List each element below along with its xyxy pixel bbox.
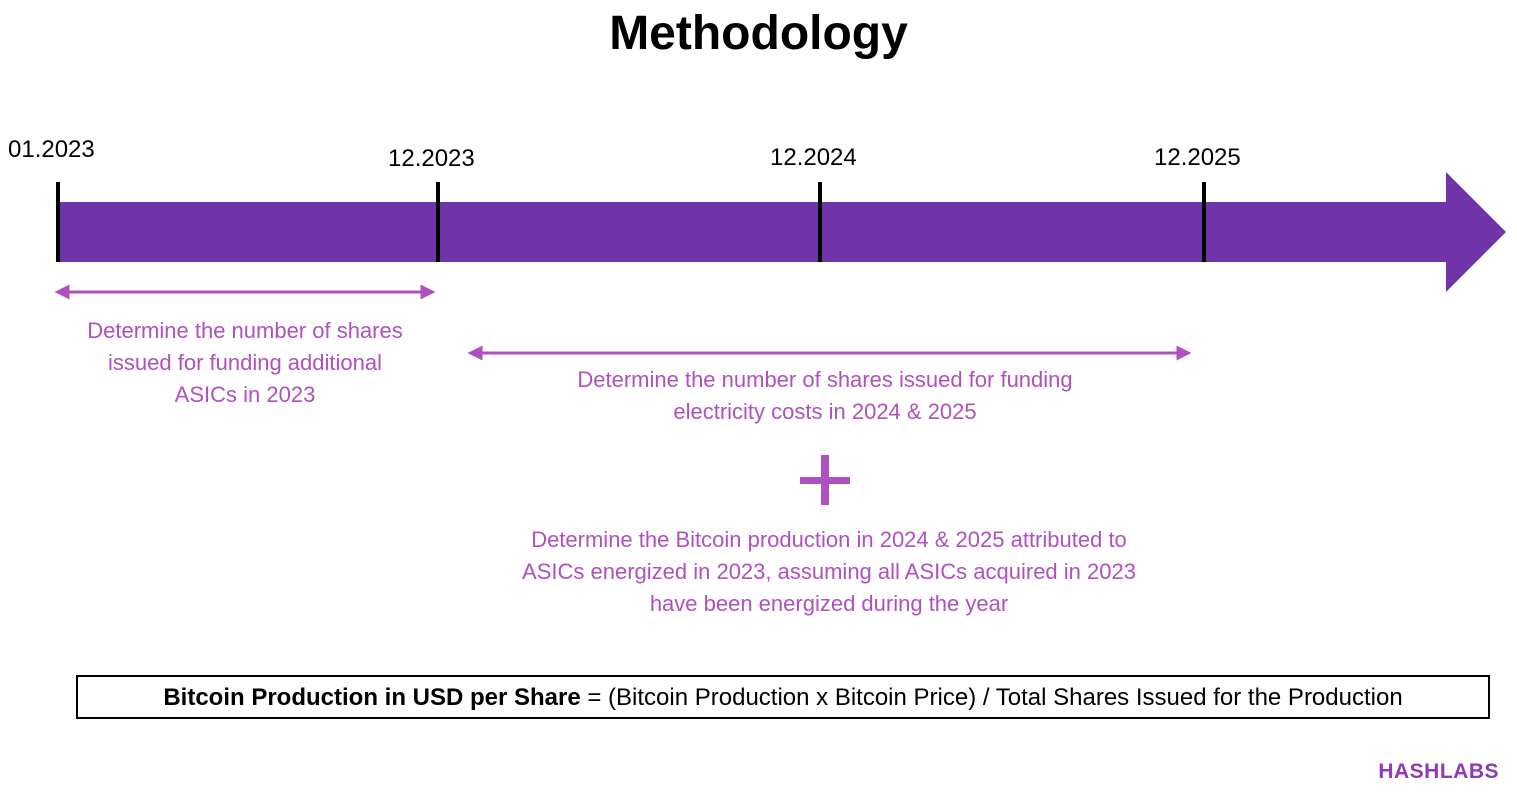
date-label: 12.2023 — [388, 145, 475, 172]
plus-icon — [800, 455, 850, 505]
description-line: ASICs in 2023 — [174, 382, 316, 407]
description-line: Determine the number of shares issued fo… — [577, 367, 1073, 392]
date-label: 12.2024 — [770, 144, 857, 171]
description-line: Determine the number of shares — [87, 318, 403, 343]
description-production: Determine the Bitcoin production in 2024… — [430, 524, 1228, 620]
hashlabs-logo: HASHLABS — [1378, 760, 1499, 783]
tick-01-2023 — [56, 182, 60, 262]
description-line: ASICs energized in 2023, assuming all AS… — [522, 559, 1136, 584]
description-asics-2023: Determine the number of shares issued fo… — [40, 315, 450, 411]
timeline-arrow — [58, 172, 1506, 292]
tick-12-2023 — [436, 182, 440, 262]
date-label: 12.2025 — [1154, 144, 1241, 171]
tick-12-2024 — [818, 182, 822, 262]
description-electricity: Determine the number of shares issued fo… — [475, 364, 1175, 428]
formula-box: Bitcoin Production in USD per Share = (B… — [76, 675, 1490, 719]
description-line: issued for funding additional — [108, 350, 382, 375]
description-line: have been energized during the year — [649, 591, 1009, 616]
tick-12-2025 — [1202, 182, 1206, 262]
formula-term: Bitcoin Production in USD per Share — [163, 684, 581, 711]
date-label: 01.2023 — [8, 136, 95, 163]
description-line: Determine the Bitcoin production in 2024… — [531, 527, 1127, 552]
formula-expression: = (Bitcoin Production x Bitcoin Price) /… — [580, 684, 1403, 711]
page-title: Methodology — [609, 7, 908, 60]
description-line: electricity costs in 2024 & 2025 — [673, 399, 977, 424]
